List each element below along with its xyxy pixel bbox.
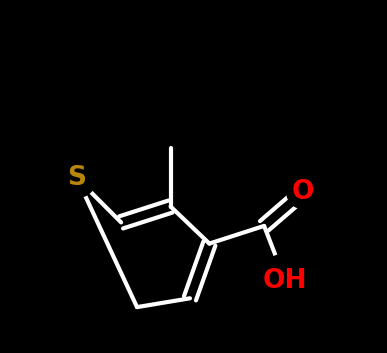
Circle shape [287, 176, 319, 208]
Circle shape [263, 258, 308, 303]
Circle shape [58, 159, 96, 198]
Circle shape [289, 179, 317, 206]
Circle shape [61, 162, 93, 195]
Text: OH: OH [263, 268, 308, 294]
Text: O: O [292, 179, 314, 205]
Text: S: S [67, 165, 87, 191]
Circle shape [259, 254, 312, 307]
